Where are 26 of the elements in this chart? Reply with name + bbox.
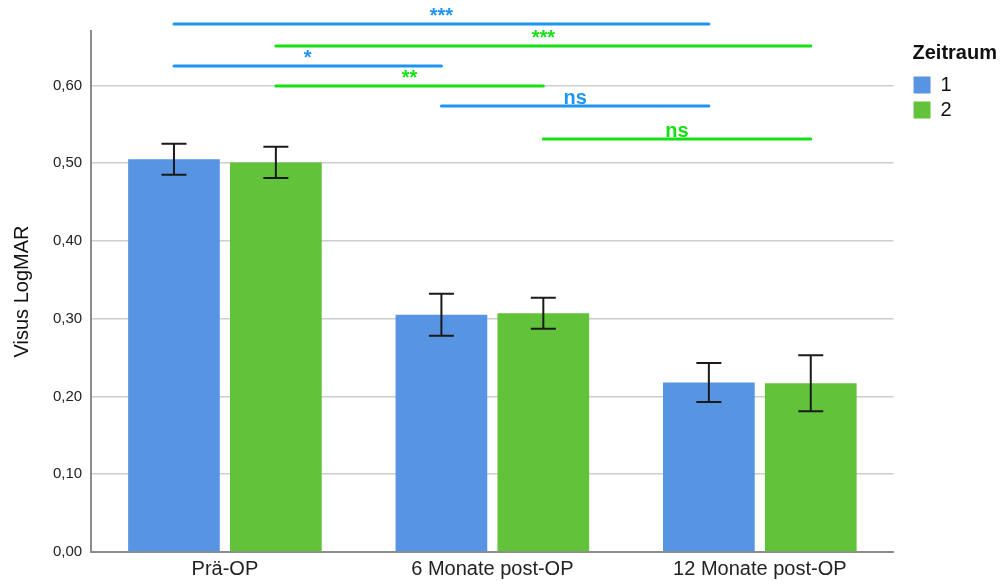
annotation: ns bbox=[563, 86, 587, 108]
y-tick-label: 0,10 bbox=[52, 464, 83, 482]
bar bbox=[764, 383, 857, 552]
x-tick-label: Prä-OP bbox=[191, 556, 259, 579]
legend-label: 2 bbox=[940, 97, 952, 120]
annotation: ns bbox=[665, 119, 689, 141]
y-tick-label: 0,30 bbox=[52, 308, 83, 326]
bar bbox=[663, 382, 755, 552]
annotation: ** bbox=[401, 66, 418, 88]
y-axis-title: Visus LogMAR bbox=[9, 225, 32, 358]
legend-label: 1 bbox=[940, 72, 952, 95]
bar bbox=[497, 313, 590, 552]
annotation: * bbox=[303, 46, 312, 68]
x-tick-label: 12 Monate post-OP bbox=[673, 556, 847, 579]
x-tick-label: 6 Monate post-OP bbox=[411, 556, 574, 579]
legend-title: Zeitraum bbox=[912, 40, 997, 63]
bar bbox=[395, 314, 488, 552]
bar bbox=[230, 162, 322, 552]
bar bbox=[128, 159, 220, 552]
y-tick-label: 0,00 bbox=[52, 542, 83, 560]
y-tick-label: 0,50 bbox=[52, 153, 83, 171]
y-tick-label: 0,40 bbox=[52, 231, 83, 249]
y-tick-label: 0,60 bbox=[52, 75, 83, 93]
annotation: *** bbox=[531, 26, 556, 48]
y-tick-label: 0,20 bbox=[52, 386, 83, 404]
text: *** bbox=[429, 4, 454, 26]
